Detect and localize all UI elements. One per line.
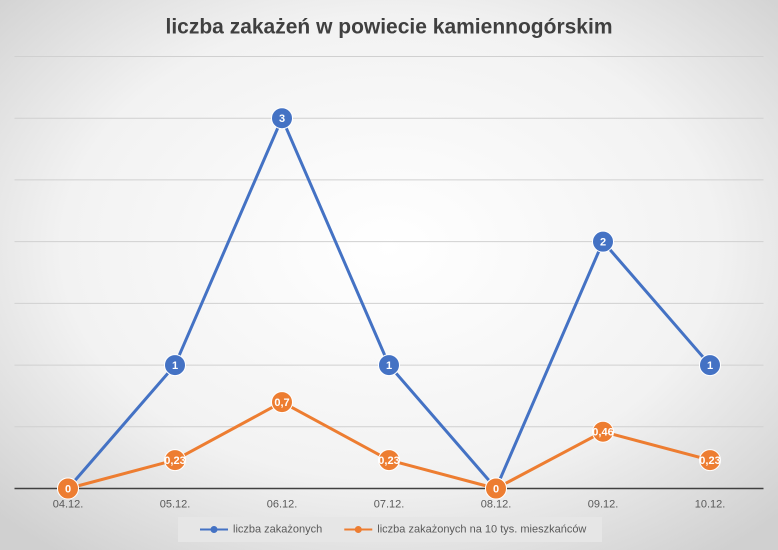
data-label: 0,23 — [378, 455, 399, 467]
marker — [485, 477, 507, 500]
data-label: 3 — [279, 113, 285, 125]
data-label: 0 — [65, 483, 71, 495]
data-label: 0 — [493, 483, 499, 495]
x-tick-label: 09.12. — [588, 498, 619, 510]
legend-box — [178, 517, 602, 542]
x-tick-label: 10.12. — [695, 498, 726, 510]
chart-title: liczba zakażeń w powiecie kamiennogórski… — [166, 16, 613, 39]
marker — [699, 354, 721, 377]
marker — [164, 449, 186, 472]
legend-marker — [210, 526, 218, 533]
marker — [378, 354, 400, 377]
data-label: 2 — [600, 237, 606, 249]
marker — [271, 107, 293, 130]
marker — [592, 230, 614, 253]
x-tick-label: 04.12. — [53, 498, 84, 510]
marker — [378, 449, 400, 472]
data-label: 0,7 — [274, 397, 289, 409]
legend-marker — [354, 526, 362, 533]
legend-label: liczba zakażonych — [233, 523, 322, 535]
x-tick-label: 05.12. — [160, 498, 191, 510]
data-label: 0,23 — [699, 455, 720, 467]
marker — [271, 391, 293, 414]
x-tick-label: 07.12. — [374, 498, 405, 510]
data-label: 0,23 — [164, 455, 185, 467]
data-label: 1 — [172, 360, 178, 372]
legend-label: liczba zakażonych na 10 tys. mieszkańców — [377, 523, 586, 535]
data-label: 1 — [386, 360, 392, 372]
marker — [57, 477, 79, 500]
x-tick-label: 06.12. — [267, 498, 298, 510]
marker — [164, 354, 186, 377]
marker — [699, 449, 721, 472]
data-label: 0,46 — [592, 427, 613, 439]
data-label: 1 — [707, 360, 713, 372]
marker — [592, 420, 614, 443]
x-tick-label: 08.12. — [481, 498, 512, 510]
